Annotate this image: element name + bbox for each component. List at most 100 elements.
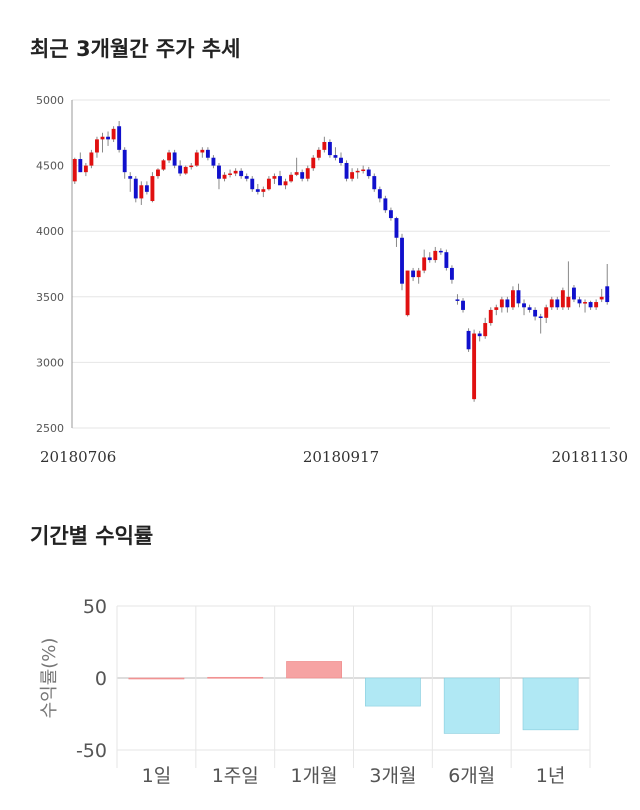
price-candle	[289, 172, 294, 183]
price-candle	[316, 147, 321, 161]
price-candle	[239, 168, 244, 179]
price-candle	[311, 155, 316, 171]
returns-chart-title: 기간별 수익률	[30, 524, 154, 548]
price-candle	[533, 307, 538, 321]
price-x-tick-label: 20180917	[303, 448, 379, 466]
price-candle	[477, 330, 482, 342]
price-candle	[494, 304, 499, 316]
price-candle	[283, 178, 288, 190]
returns-bar	[128, 677, 185, 680]
returns-gridlines	[116, 605, 591, 768]
price-candle	[150, 172, 155, 203]
price-candle	[377, 186, 382, 203]
price-candle	[194, 149, 199, 167]
returns-x-tick-label: 1개월	[291, 765, 338, 787]
returns-bar	[207, 676, 264, 679]
price-candle	[167, 149, 172, 163]
price-candle	[156, 168, 160, 179]
price-candle	[522, 299, 526, 316]
price-candle	[211, 155, 216, 169]
price-candle	[161, 159, 166, 171]
price-candle	[72, 157, 77, 184]
price-candle	[333, 147, 338, 161]
price-candle	[572, 284, 576, 303]
price-y-tick-label: 3000	[36, 356, 64, 369]
price-candle	[466, 328, 471, 352]
price-candle	[172, 149, 177, 169]
price-candle	[128, 172, 133, 192]
price-candle	[594, 299, 599, 310]
price-candle	[111, 126, 116, 142]
price-candle	[449, 265, 454, 284]
candlestick-chart: 5000 4500 4000 3500 3000 2500 20180706 2018091…	[36, 94, 628, 466]
price-candle	[388, 207, 393, 221]
price-candle	[455, 294, 460, 305]
returns-bar-chart: 50 0 -50 1일 1주일 1개월 3개월 6개월 1년 수익률(%)	[39, 596, 591, 787]
price-candle	[566, 261, 571, 310]
price-candle	[322, 136, 327, 153]
price-candle	[294, 157, 299, 177]
price-candle	[278, 170, 282, 186]
returns-y-tick-labels: 50 0 -50	[76, 596, 107, 762]
price-candle	[339, 152, 343, 166]
returns-y-tick-label: 50	[83, 596, 107, 618]
price-candle	[366, 166, 371, 179]
returns-bar	[365, 677, 421, 707]
price-candle	[538, 313, 543, 334]
price-candle	[427, 252, 432, 263]
price-candle	[106, 131, 110, 146]
price-candle	[261, 186, 266, 198]
price-candle	[255, 183, 260, 195]
price-candle	[505, 296, 510, 313]
price-candle	[400, 233, 404, 291]
price-candle	[117, 120, 122, 153]
price-candle	[95, 136, 99, 158]
returns-y-tick-label: -50	[76, 740, 107, 762]
price-candle	[183, 165, 188, 175]
price-candles	[72, 120, 610, 402]
price-candle	[250, 176, 255, 192]
price-candle	[200, 147, 205, 158]
price-candle	[577, 296, 582, 308]
price-candle	[144, 181, 149, 195]
price-y-tick-label: 3500	[36, 291, 64, 304]
returns-y-axis-label: 수익률(%)	[39, 638, 60, 719]
price-y-tick-labels: 5000 4500 4000 3500 3000 2500	[36, 94, 64, 435]
price-candle	[510, 286, 515, 310]
price-candle	[222, 172, 227, 182]
price-x-tick-label: 20181130	[552, 448, 628, 466]
price-candle	[178, 160, 183, 177]
price-candle	[217, 162, 221, 190]
returns-y-tick-label: 0	[95, 668, 107, 690]
price-candle	[422, 249, 427, 274]
price-candle	[416, 267, 421, 284]
price-candle	[361, 165, 366, 174]
price-candle	[405, 270, 410, 317]
price-candle	[122, 147, 127, 179]
price-y-tick-label: 5000	[36, 94, 64, 107]
price-candle	[583, 299, 587, 313]
price-candle	[411, 267, 416, 282]
price-candle	[605, 264, 610, 305]
price-candle	[383, 195, 388, 213]
price-candle	[472, 329, 477, 402]
price-candle	[394, 216, 399, 247]
returns-x-tick-label: 1주일	[212, 765, 259, 787]
price-candle	[483, 317, 488, 339]
price-candle	[189, 162, 194, 170]
returns-bar	[522, 677, 579, 731]
price-candle	[588, 300, 593, 310]
price-candle	[100, 132, 105, 153]
price-candle	[89, 149, 94, 169]
price-candle	[244, 173, 249, 182]
price-gridlines	[71, 99, 610, 429]
price-candle	[499, 296, 504, 313]
returns-bar	[443, 677, 500, 734]
price-x-tick-labels: 20180706 20180917 20181130	[40, 448, 628, 466]
returns-bar	[286, 661, 342, 679]
price-candle	[78, 152, 83, 173]
price-candle	[599, 288, 604, 303]
price-candle	[233, 168, 238, 177]
returns-x-tick-label: 3개월	[369, 765, 416, 787]
price-candle	[139, 181, 144, 205]
